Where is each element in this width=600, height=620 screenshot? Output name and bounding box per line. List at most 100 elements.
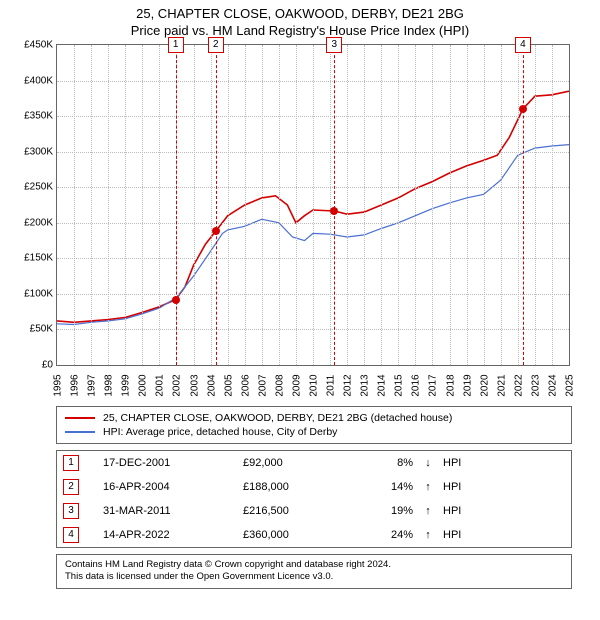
x-axis-label: 2020 [477, 374, 490, 396]
transaction-number-badge: 1 [63, 455, 79, 471]
transaction-number-badge: 2 [63, 479, 79, 495]
x-axis-label: 1998 [102, 374, 115, 396]
x-gridline [279, 45, 280, 365]
x-axis-label: 2000 [136, 374, 149, 396]
transaction-date: 31-MAR-2011 [103, 505, 243, 517]
x-axis-label: 2004 [204, 374, 217, 396]
y-axis-label: £50K [30, 324, 57, 335]
x-axis-label: 1997 [85, 374, 98, 396]
arrow-down-icon: ↓ [413, 457, 443, 469]
x-gridline [364, 45, 365, 365]
x-axis-label: 2003 [187, 374, 200, 396]
transaction-delta: 24% [353, 529, 413, 541]
x-axis-label: 2024 [545, 374, 558, 396]
x-gridline [194, 45, 195, 365]
arrow-up-icon: ↑ [413, 481, 443, 493]
x-gridline [245, 45, 246, 365]
transaction-point-marker [172, 296, 180, 304]
x-gridline [159, 45, 160, 365]
transaction-marker-badge: 2 [208, 37, 224, 53]
legend: 25, CHAPTER CLOSE, OAKWOOD, DERBY, DE21 … [56, 406, 572, 444]
transaction-marker-badge: 3 [326, 37, 342, 53]
x-gridline [125, 45, 126, 365]
x-axis-label: 2025 [563, 374, 576, 396]
y-axis-label: £300K [24, 146, 57, 157]
legend-swatch [65, 417, 95, 419]
y-axis-label: £150K [24, 253, 57, 264]
chart-area: £0£50K£100K£150K£200K£250K£300K£350K£400… [14, 44, 586, 400]
x-gridline [347, 45, 348, 365]
x-gridline [484, 45, 485, 365]
x-axis-label: 2001 [153, 374, 166, 396]
transactions-table: 117-DEC-2001£92,0008%↓HPI216-APR-2004£18… [56, 450, 572, 548]
x-gridline [330, 45, 331, 365]
x-gridline [450, 45, 451, 365]
x-axis-label: 2006 [238, 374, 251, 396]
x-gridline [211, 45, 212, 365]
x-axis-label: 2019 [460, 374, 473, 396]
x-axis-label: 2007 [255, 374, 268, 396]
y-axis-label: £400K [24, 75, 57, 86]
y-axis-label: £200K [24, 217, 57, 228]
y-axis-label: £450K [24, 40, 57, 51]
x-gridline [415, 45, 416, 365]
legend-row: 25, CHAPTER CLOSE, OAKWOOD, DERBY, DE21 … [65, 411, 563, 425]
y-axis-label: £100K [24, 288, 57, 299]
transaction-hpi-label: HPI [443, 529, 503, 541]
transaction-price: £216,500 [243, 505, 353, 517]
x-gridline [262, 45, 263, 365]
transaction-number-badge: 3 [63, 503, 79, 519]
transaction-date: 17-DEC-2001 [103, 457, 243, 469]
x-axis-label: 2002 [170, 374, 183, 396]
x-gridline [91, 45, 92, 365]
x-gridline [142, 45, 143, 365]
arrow-up-icon: ↑ [413, 505, 443, 517]
x-gridline [381, 45, 382, 365]
transaction-point-marker [330, 207, 338, 215]
transaction-delta: 14% [353, 481, 413, 493]
x-axis-label: 1999 [119, 374, 132, 396]
x-gridline [535, 45, 536, 365]
x-axis-label: 2009 [289, 374, 302, 396]
x-axis-label: 2010 [307, 374, 320, 396]
transaction-row: 3 31-MAR-2011£216,50019%↑HPI [57, 499, 571, 523]
x-gridline [467, 45, 468, 365]
x-gridline [398, 45, 399, 365]
transaction-point-marker [519, 105, 527, 113]
transaction-number-badge: 4 [63, 527, 79, 543]
legend-swatch [65, 431, 95, 433]
x-gridline [313, 45, 314, 365]
plot: £0£50K£100K£150K£200K£250K£300K£350K£400… [56, 44, 570, 366]
transaction-hpi-label: HPI [443, 505, 503, 517]
transaction-marker-line [216, 45, 217, 365]
x-axis-label: 2012 [341, 374, 354, 396]
footer: Contains HM Land Registry data © Crown c… [56, 554, 572, 589]
y-axis-label: £350K [24, 111, 57, 122]
transaction-date: 16-APR-2004 [103, 481, 243, 493]
page-root: 25, CHAPTER CLOSE, OAKWOOD, DERBY, DE21 … [0, 0, 600, 589]
x-axis-label: 2017 [426, 374, 439, 396]
x-axis-label: 2013 [358, 374, 371, 396]
title-address: 25, CHAPTER CLOSE, OAKWOOD, DERBY, DE21 … [0, 6, 600, 21]
transaction-price: £188,000 [243, 481, 353, 493]
transaction-row: 117-DEC-2001£92,0008%↓HPI [57, 451, 571, 475]
transaction-price: £360,000 [243, 529, 353, 541]
transaction-marker-line [523, 45, 524, 365]
x-gridline [296, 45, 297, 365]
x-gridline [501, 45, 502, 365]
x-axis-label: 2016 [409, 374, 422, 396]
transaction-delta: 19% [353, 505, 413, 517]
x-axis-label: 2008 [272, 374, 285, 396]
legend-row: HPI: Average price, detached house, City… [65, 425, 563, 439]
legend-label: 25, CHAPTER CLOSE, OAKWOOD, DERBY, DE21 … [103, 412, 452, 424]
transaction-row: 414-APR-2022£360,00024%↑HPI [57, 523, 571, 547]
x-axis-label: 2011 [324, 375, 337, 397]
x-gridline [74, 45, 75, 365]
title-block: 25, CHAPTER CLOSE, OAKWOOD, DERBY, DE21 … [0, 0, 600, 38]
x-axis-label: 2005 [221, 374, 234, 396]
transaction-marker-line [334, 45, 335, 365]
transaction-hpi-label: HPI [443, 457, 503, 469]
transaction-point-marker [212, 227, 220, 235]
transaction-marker-badge: 1 [168, 37, 184, 53]
arrow-up-icon: ↑ [413, 529, 443, 541]
